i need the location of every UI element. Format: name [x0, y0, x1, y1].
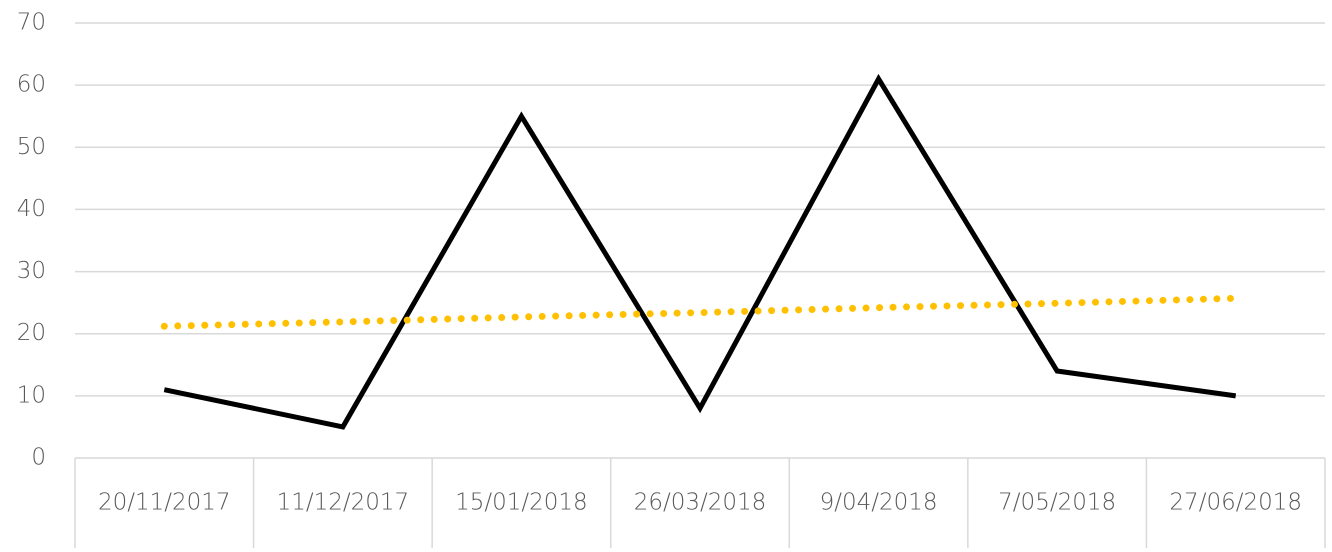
x-tick-label: 7/05/2018: [998, 490, 1116, 516]
y-tick-label: 60: [17, 72, 46, 98]
y-tick-label: 0: [31, 445, 46, 471]
x-tick-label: 20/11/2017: [98, 490, 231, 516]
x-tick-label: 15/01/2018: [455, 490, 588, 516]
y-tick-label: 50: [17, 134, 46, 160]
x-tick-label: 9/04/2018: [820, 490, 938, 516]
y-tick-label: 20: [17, 320, 46, 346]
x-tick-label: 26/03/2018: [634, 490, 767, 516]
x-tick-label: 27/06/2018: [1169, 490, 1302, 516]
y-tick-label: 70: [17, 10, 46, 36]
x-tick-label: 11/12/2017: [277, 490, 410, 516]
series-line: [163, 73, 1237, 430]
y-tick-label: 30: [17, 258, 46, 284]
y-tick-label: 40: [17, 196, 46, 222]
series-line: [160, 294, 1240, 330]
y-tick-label: 10: [17, 382, 46, 408]
